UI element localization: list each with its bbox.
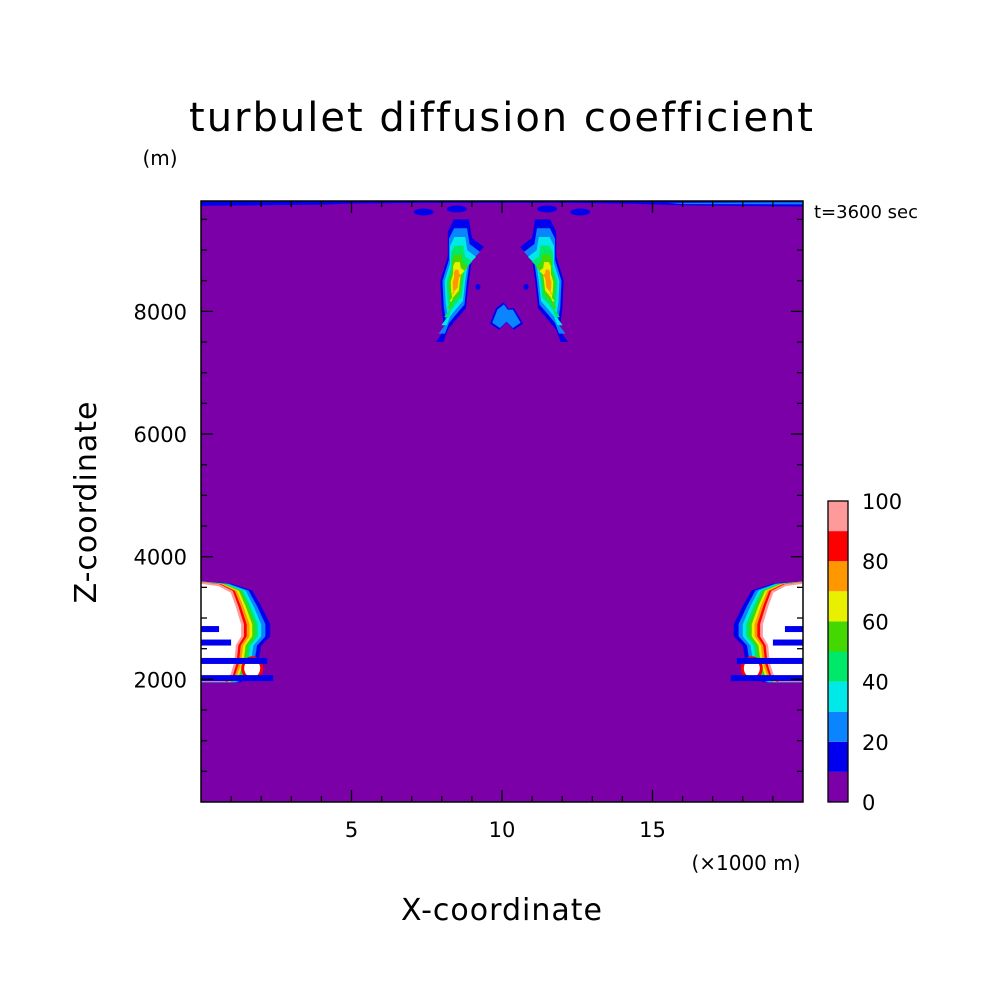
colorbar-tick-label: 60 xyxy=(862,610,889,634)
colorbar-swatch xyxy=(828,771,848,802)
y-unit-label: (m) xyxy=(142,146,177,170)
center-dot xyxy=(475,283,481,290)
colorbar-swatch xyxy=(828,531,848,562)
colorbar-swatch xyxy=(828,711,848,742)
colorbar-tick-label: 100 xyxy=(862,490,902,514)
colorbar-swatch xyxy=(828,501,848,532)
axes: 5 10 15 2000 4000 6000 8000 xyxy=(134,200,804,842)
left-boundary-cloud-band xyxy=(201,626,220,633)
colorbar-swatch xyxy=(828,741,848,772)
colorbar-tick-label: 20 xyxy=(862,731,889,755)
upper-right-plume-level-7 xyxy=(542,269,553,295)
left-boundary-cloud-core xyxy=(201,583,242,680)
chart-title: turbulet diffusion coefficient xyxy=(189,95,815,141)
top-fleck xyxy=(413,208,434,216)
colorbar-tick-label: 80 xyxy=(862,550,889,574)
top-fleck xyxy=(537,205,558,213)
colorbar-swatch xyxy=(828,681,848,712)
top-boundary-layer-core xyxy=(667,202,803,205)
contour-features xyxy=(201,201,803,683)
left-boundary-cloud-band xyxy=(201,675,274,682)
y-tick-label: 6000 xyxy=(134,423,187,447)
right-boundary-cloud-core xyxy=(762,583,803,680)
x-unit-label: (×1000 m) xyxy=(691,851,800,875)
field-background xyxy=(201,201,803,802)
colorbar-swatch xyxy=(828,591,848,622)
y-tick-label: 8000 xyxy=(134,300,187,324)
colorbar-tick-label: 40 xyxy=(862,671,889,695)
y-tick-label: 4000 xyxy=(134,546,187,570)
colorbar-swatch xyxy=(828,561,848,592)
upper-left-plume-level-7 xyxy=(451,269,462,295)
center-dot xyxy=(523,283,529,290)
colorbar-swatch xyxy=(828,651,848,682)
time-label: t=3600 sec xyxy=(814,202,918,223)
plot-area xyxy=(201,201,803,802)
x-axis-label: X-coordinate xyxy=(401,893,603,928)
x-tick-label: 15 xyxy=(639,818,666,842)
left-boundary-cloud-band xyxy=(201,657,268,664)
x-tick-label: 5 xyxy=(345,818,358,842)
x-tick-label: 10 xyxy=(489,818,516,842)
colorbar-tick-label: 0 xyxy=(862,791,875,815)
right-boundary-cloud-band xyxy=(730,675,803,682)
right-boundary-cloud-band xyxy=(784,626,803,633)
center-blob-level-2 xyxy=(492,304,521,329)
left-boundary-cloud-band xyxy=(201,639,232,646)
right-boundary-cloud-band xyxy=(772,639,803,646)
colorbar: 0 20 40 60 80 100 xyxy=(827,490,902,815)
colorbar-swatch xyxy=(828,621,848,652)
y-axis-label: Z-coordinate xyxy=(69,401,104,604)
top-fleck xyxy=(446,205,467,213)
colorbar-frame xyxy=(827,500,849,803)
top-fleck xyxy=(570,208,591,216)
right-boundary-cloud-band xyxy=(736,657,803,664)
y-tick-label: 2000 xyxy=(134,668,187,692)
